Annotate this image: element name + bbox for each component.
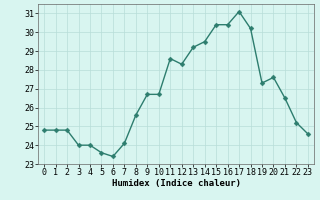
X-axis label: Humidex (Indice chaleur): Humidex (Indice chaleur)	[111, 179, 241, 188]
